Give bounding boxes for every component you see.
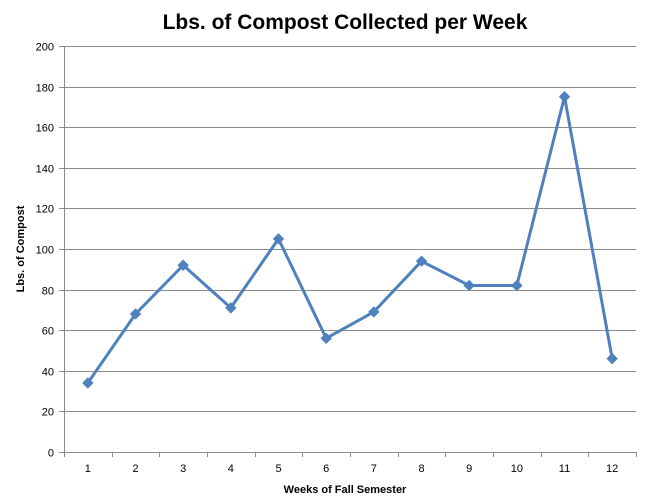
data-point-4 <box>225 302 237 314</box>
gridlines <box>64 46 636 412</box>
data-point-1 <box>82 377 94 389</box>
series-line <box>86 95 614 384</box>
y-tick-label: 60 <box>42 326 54 338</box>
x-tick-label: 11 <box>559 463 570 475</box>
data-series <box>82 91 618 389</box>
data-point-8 <box>415 255 428 267</box>
x-tick-label: 4 <box>228 463 234 475</box>
y-tick-label: 0 <box>48 448 54 460</box>
x-tick-label: 7 <box>371 463 377 475</box>
data-point-9 <box>463 279 475 292</box>
y-tick-label: 20 <box>42 407 54 419</box>
x-tick-label: 5 <box>275 463 281 475</box>
data-point-2 <box>129 308 142 320</box>
x-tick-label: 8 <box>418 463 424 475</box>
x-axis-title: Weeks of Fall Semester <box>284 484 407 496</box>
x-tick-label: 2 <box>132 463 138 475</box>
x-tick-label: 10 <box>511 463 523 475</box>
y-axis-ticks: 0 20 40 60 80 100 120 140 160 180 200 <box>36 42 64 460</box>
x-tick-label: 3 <box>180 463 186 475</box>
x-axis-ticks: 1 2 3 4 5 6 7 8 9 10 11 12 <box>64 452 637 475</box>
data-point-11 <box>558 91 571 103</box>
data-point-7 <box>368 306 380 318</box>
y-tick-label: 80 <box>42 286 54 298</box>
y-tick-label: 180 <box>36 83 54 95</box>
y-tick-label: 40 <box>42 367 54 379</box>
y-tick-label: 140 <box>36 164 54 176</box>
x-tick-label: 6 <box>323 463 329 475</box>
y-tick-label: 200 <box>36 42 54 54</box>
y-tick-label: 160 <box>36 123 54 135</box>
x-tick-label: 1 <box>85 463 91 475</box>
x-tick-label: 12 <box>606 463 618 475</box>
chart-title: Lbs. of Compost Collected per Week <box>163 11 528 34</box>
data-point-10 <box>511 279 523 292</box>
y-axis-title: Lbs. of Compost <box>15 205 27 292</box>
data-point-5 <box>272 233 285 245</box>
data-point-3 <box>177 259 189 271</box>
y-tick-label: 120 <box>36 204 54 216</box>
data-point-12 <box>606 352 618 365</box>
x-tick-label: 9 <box>466 463 472 475</box>
data-point-6 <box>320 332 332 345</box>
y-tick-label: 100 <box>36 245 54 257</box>
